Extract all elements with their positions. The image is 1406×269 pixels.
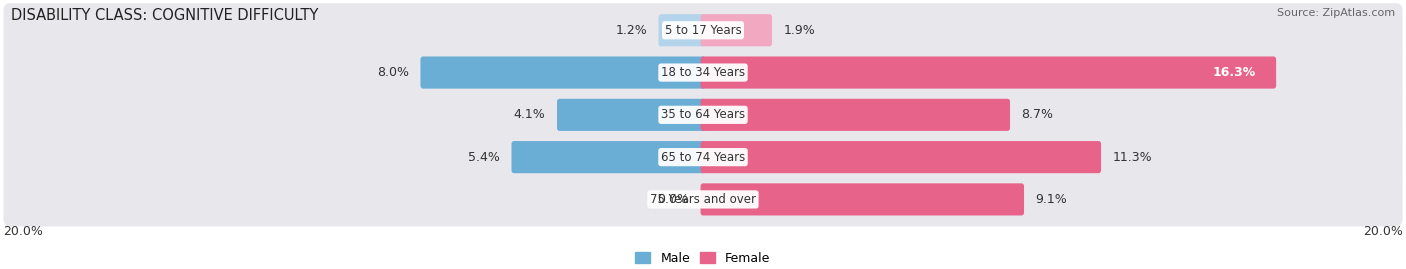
Text: 5.4%: 5.4%: [468, 151, 501, 164]
FancyBboxPatch shape: [3, 130, 1403, 184]
Text: 20.0%: 20.0%: [3, 225, 42, 238]
FancyBboxPatch shape: [700, 14, 772, 46]
Text: 1.2%: 1.2%: [616, 24, 647, 37]
Text: 65 to 74 Years: 65 to 74 Years: [661, 151, 745, 164]
FancyBboxPatch shape: [420, 56, 706, 89]
FancyBboxPatch shape: [3, 172, 1403, 226]
Text: DISABILITY CLASS: COGNITIVE DIFFICULTY: DISABILITY CLASS: COGNITIVE DIFFICULTY: [11, 8, 319, 23]
Text: 4.1%: 4.1%: [513, 108, 546, 121]
Text: 1.9%: 1.9%: [783, 24, 815, 37]
FancyBboxPatch shape: [658, 14, 706, 46]
FancyBboxPatch shape: [700, 99, 1010, 131]
Text: 0.0%: 0.0%: [657, 193, 689, 206]
FancyBboxPatch shape: [700, 56, 1277, 89]
FancyBboxPatch shape: [512, 141, 706, 173]
Text: 75 Years and over: 75 Years and over: [650, 193, 756, 206]
Text: 20.0%: 20.0%: [1364, 225, 1403, 238]
Text: Source: ZipAtlas.com: Source: ZipAtlas.com: [1277, 8, 1395, 18]
FancyBboxPatch shape: [3, 45, 1403, 100]
FancyBboxPatch shape: [3, 88, 1403, 142]
Text: 35 to 64 Years: 35 to 64 Years: [661, 108, 745, 121]
FancyBboxPatch shape: [557, 99, 706, 131]
FancyBboxPatch shape: [700, 141, 1101, 173]
FancyBboxPatch shape: [700, 183, 1024, 215]
Text: 16.3%: 16.3%: [1213, 66, 1256, 79]
Text: 8.7%: 8.7%: [1022, 108, 1053, 121]
FancyBboxPatch shape: [3, 3, 1403, 57]
Text: 8.0%: 8.0%: [377, 66, 409, 79]
Text: 18 to 34 Years: 18 to 34 Years: [661, 66, 745, 79]
Text: 5 to 17 Years: 5 to 17 Years: [665, 24, 741, 37]
Text: 9.1%: 9.1%: [1036, 193, 1067, 206]
Legend: Male, Female: Male, Female: [630, 247, 776, 269]
Text: 11.3%: 11.3%: [1112, 151, 1153, 164]
